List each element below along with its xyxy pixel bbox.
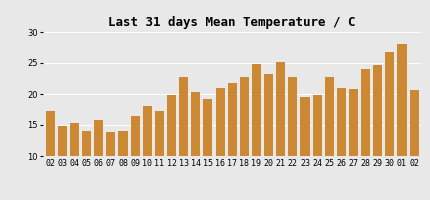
Bar (409, 90, 419, 156)
Bar (58, 126, 67, 156)
Bar (215, 88, 224, 156)
Bar (276, 62, 285, 156)
Bar (82, 131, 91, 156)
Title: Last 31 days Mean Temperature / C: Last 31 days Mean Temperature / C (108, 16, 356, 29)
Bar (227, 83, 237, 156)
Bar (106, 132, 116, 156)
Bar (385, 52, 394, 156)
Bar (252, 64, 261, 156)
Bar (373, 65, 382, 156)
Bar (191, 92, 200, 156)
Bar (46, 111, 55, 156)
Bar (337, 88, 346, 156)
Bar (94, 120, 103, 156)
Bar (203, 99, 212, 156)
Bar (119, 131, 128, 156)
Bar (301, 97, 310, 156)
Bar (349, 89, 358, 156)
Bar (288, 77, 298, 156)
Bar (240, 77, 249, 156)
Bar (155, 111, 164, 156)
Bar (70, 123, 79, 156)
Bar (361, 69, 370, 156)
Bar (143, 106, 152, 156)
Bar (131, 116, 140, 156)
Bar (313, 95, 322, 156)
Bar (167, 95, 176, 156)
Bar (264, 74, 273, 156)
Bar (179, 77, 188, 156)
Bar (397, 44, 406, 156)
Bar (325, 77, 334, 156)
